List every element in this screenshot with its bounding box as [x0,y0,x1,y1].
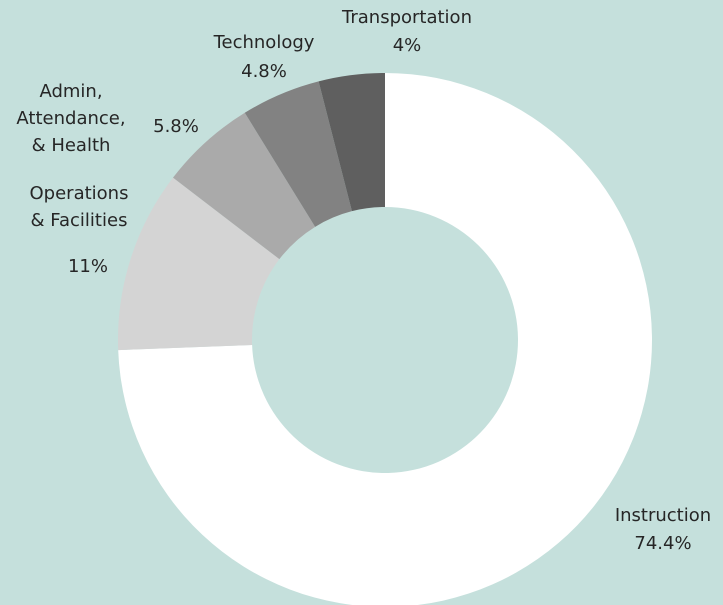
slice-label: Transportation [341,7,472,28]
donut-slice [118,73,652,605]
slice-value-label: 74.4% [634,533,691,554]
donut-slice [318,73,385,212]
slice-value-label: 4.8% [241,61,287,82]
slice-value-label: 4% [393,35,422,56]
donut-slice [244,81,352,227]
slice-label: Instruction [615,505,711,526]
slice-label: Operations & Facilities [30,183,129,231]
slice-label: Technology [213,32,315,53]
slice-label: Admin, Attendance, & Health [16,81,125,156]
donut-slice [118,177,280,351]
donut-slice [173,112,316,260]
slice-value-label: 5.8% [153,116,199,137]
slice-value-label: 11% [68,256,108,277]
